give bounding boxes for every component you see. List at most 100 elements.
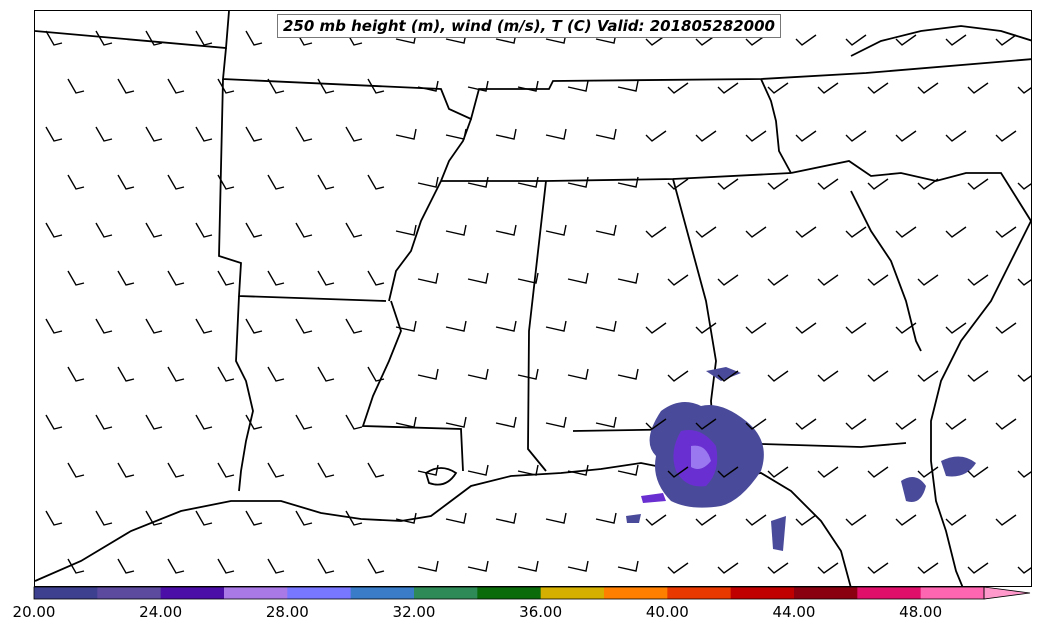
wind-barb [995,322,1017,334]
wind-barb [367,174,385,190]
wind-barb [667,274,689,286]
wind-barb [267,174,285,190]
wind-barb [417,80,439,92]
wind-barb [967,370,989,382]
colorbar-cell [97,587,162,599]
wind-barb [667,466,689,478]
wind-barb [417,560,439,572]
wind-barb [1017,374,1031,382]
wind-barb [495,224,517,236]
wind-barb [595,320,617,332]
wind-barb [917,562,939,574]
wind-barb [967,466,989,478]
wind-barb [295,126,313,142]
wind-barb [617,176,639,188]
wind-barb [845,130,867,142]
wind-barb [695,226,717,238]
wind-barb [95,222,113,238]
wind-barb [645,34,667,46]
wind-barb [567,368,589,380]
colorbar [33,586,1031,600]
colorbar-cell [667,587,732,599]
wind-barb [545,416,567,428]
colorbar-cell [414,587,478,599]
wind-barb [367,78,385,94]
wind-barb [745,34,767,46]
wind-barb [167,558,185,574]
wind-barb [667,370,689,382]
wind-barb [267,558,285,574]
wind-barb [167,462,185,478]
wind-barb [745,226,767,238]
wind-barb [317,366,335,382]
wind-barb [67,174,85,190]
wind-barb [895,130,917,142]
wind-barb [517,176,539,188]
wind-barb [1017,182,1031,190]
wind-barb [945,322,967,334]
wind-barb [195,30,213,46]
wind-barb [367,270,385,286]
wind-barb [367,558,385,574]
wind-barb [917,82,939,94]
wind-barb [617,464,639,476]
wind-barb [867,466,889,478]
wind-barb [717,82,739,94]
wind-barb [295,414,313,430]
wind-barb [267,78,285,94]
wind-barb [667,178,689,190]
wind-barb [645,130,667,142]
wind-barb [917,274,939,286]
wind-barb [995,34,1017,46]
colorbar-cell [224,587,288,599]
wind-barb [895,226,917,238]
wind-barb [645,226,667,238]
wind-barb [267,270,285,286]
colorbar-cell [350,587,415,599]
wind-barb [195,510,213,526]
wind-barb [595,128,617,140]
wind-barb [345,318,363,334]
wind-barb [117,78,135,94]
wind-barb [45,510,63,526]
wind-barb [195,222,213,238]
wind-barb [767,178,789,190]
wind-barb [817,274,839,286]
wind-barb [245,510,263,526]
colorbar-tick-label: 20.00 [12,603,56,621]
wind-barb [517,272,539,284]
wind-barb [95,30,113,46]
wind-barb [345,510,363,526]
wind-barb [145,318,163,334]
wind-barb [567,464,589,476]
colorbar-tick-label: 36.00 [519,603,563,621]
wind-barb [167,270,185,286]
wind-barb [345,222,363,238]
wind-barb [767,274,789,286]
wind-barb [867,370,889,382]
wind-barb [645,322,667,334]
wind-barb [217,270,235,286]
wind-barb [867,562,889,574]
wind-barb [417,368,439,380]
colorbar-tick-label: 32.00 [392,603,436,621]
wind-barb [445,512,467,524]
wind-barb [117,558,135,574]
wind-barb [145,126,163,142]
colorbar-frame [33,586,985,600]
wind-barb [145,510,163,526]
wind-barb [467,560,489,572]
wind-barb [667,562,689,574]
wind-barb [767,466,789,478]
wind-barb [617,560,639,572]
wind-barb [245,126,263,142]
wind-barb [717,466,739,478]
wind-barb [45,30,63,46]
colorbar-cell [857,587,922,599]
wind-barb [845,418,867,430]
wind-barb [117,270,135,286]
wind-barb [945,514,967,526]
wind-barb [695,34,717,46]
wind-barb [595,512,617,524]
wind-barb [817,562,839,574]
